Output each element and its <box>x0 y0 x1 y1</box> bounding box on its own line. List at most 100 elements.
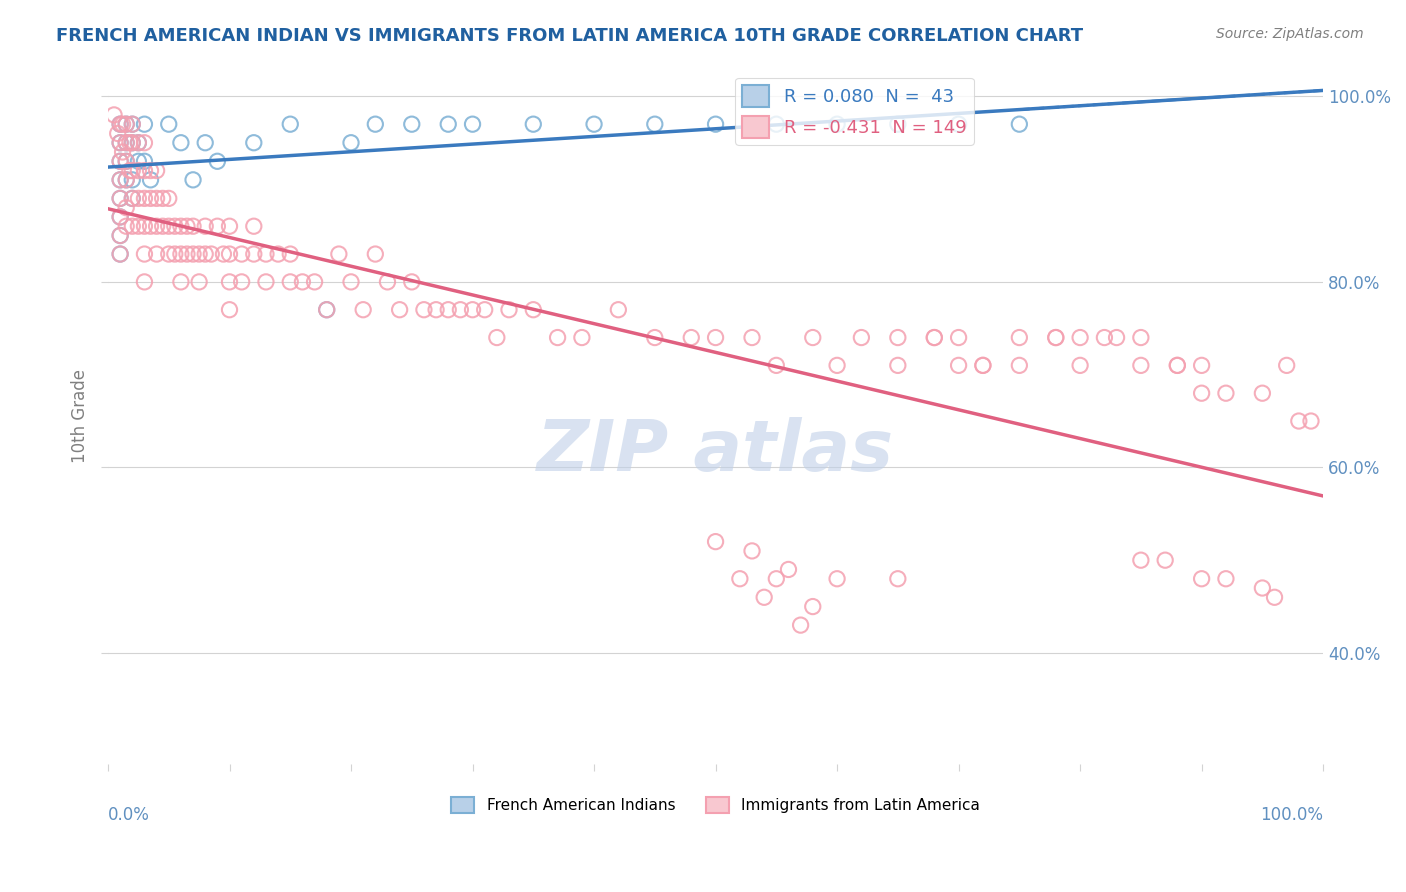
Point <box>704 117 727 131</box>
Point <box>1263 591 1285 605</box>
Point <box>413 302 436 317</box>
Point <box>315 302 337 317</box>
Point <box>924 330 946 344</box>
Point <box>134 191 156 205</box>
Point <box>108 191 131 205</box>
Point <box>1069 330 1091 344</box>
Point <box>115 173 138 187</box>
Point <box>1288 414 1310 428</box>
Point <box>134 163 156 178</box>
Point <box>118 163 141 178</box>
Point <box>115 154 138 169</box>
Point <box>121 191 143 205</box>
Point <box>522 117 544 131</box>
Point <box>741 544 763 558</box>
Point <box>176 247 198 261</box>
Point <box>278 117 301 131</box>
Point <box>194 247 217 261</box>
Point <box>583 117 606 131</box>
Point <box>134 154 156 169</box>
Point <box>278 275 301 289</box>
Point <box>388 302 411 317</box>
Point <box>924 330 946 344</box>
Point <box>139 163 162 178</box>
Text: 0.0%: 0.0% <box>108 806 150 824</box>
Point <box>127 219 149 234</box>
Point <box>1166 359 1188 373</box>
Point <box>340 136 363 150</box>
Point <box>108 154 131 169</box>
Point <box>315 302 337 317</box>
Point <box>231 247 253 261</box>
Text: FRENCH AMERICAN INDIAN VS IMMIGRANTS FROM LATIN AMERICA 10TH GRADE CORRELATION C: FRENCH AMERICAN INDIAN VS IMMIGRANTS FRO… <box>56 27 1084 45</box>
Point <box>461 302 484 317</box>
Point <box>108 117 131 131</box>
Point <box>108 173 131 187</box>
Point <box>789 618 811 632</box>
Point <box>352 302 374 317</box>
Point <box>181 173 204 187</box>
Point <box>152 219 174 234</box>
Point <box>1008 117 1031 131</box>
Point <box>728 572 751 586</box>
Point <box>377 275 399 289</box>
Point <box>681 330 703 344</box>
Point <box>498 302 520 317</box>
Point <box>644 330 666 344</box>
Point <box>485 330 508 344</box>
Point <box>948 330 970 344</box>
Point <box>107 127 129 141</box>
Point <box>207 219 229 234</box>
Point <box>139 191 162 205</box>
Point <box>1215 386 1237 401</box>
Point <box>115 136 138 150</box>
Point <box>115 173 138 187</box>
Point <box>115 117 138 131</box>
Point <box>127 163 149 178</box>
Point <box>291 275 314 289</box>
Point <box>364 247 387 261</box>
Point <box>1045 330 1067 344</box>
Point <box>121 136 143 150</box>
Point <box>887 117 910 131</box>
Point <box>644 117 666 131</box>
Point <box>108 247 131 261</box>
Point <box>1154 553 1177 567</box>
Point <box>170 219 193 234</box>
Point <box>127 154 149 169</box>
Point <box>825 117 848 131</box>
Point <box>194 219 217 234</box>
Point <box>437 302 460 317</box>
Point <box>115 219 138 234</box>
Point <box>765 359 787 373</box>
Point <box>340 275 363 289</box>
Point <box>461 117 484 131</box>
Point <box>571 330 593 344</box>
Text: Source: ZipAtlas.com: Source: ZipAtlas.com <box>1216 27 1364 41</box>
Point <box>170 136 193 150</box>
Point <box>145 219 167 234</box>
Point <box>134 117 156 131</box>
Point <box>243 247 266 261</box>
Point <box>207 154 229 169</box>
Point <box>1191 572 1213 586</box>
Point <box>163 219 186 234</box>
Point <box>127 191 149 205</box>
Point <box>218 219 240 234</box>
Point <box>243 219 266 234</box>
Point <box>157 247 180 261</box>
Point <box>121 219 143 234</box>
Text: 100.0%: 100.0% <box>1260 806 1323 824</box>
Point <box>231 275 253 289</box>
Point <box>121 117 143 131</box>
Point <box>111 117 134 131</box>
Point <box>170 275 193 289</box>
Point <box>134 275 156 289</box>
Point <box>139 173 162 187</box>
Point <box>108 136 131 150</box>
Point <box>121 163 143 178</box>
Point <box>163 247 186 261</box>
Point <box>851 330 873 344</box>
Point <box>254 247 277 261</box>
Point <box>108 228 131 243</box>
